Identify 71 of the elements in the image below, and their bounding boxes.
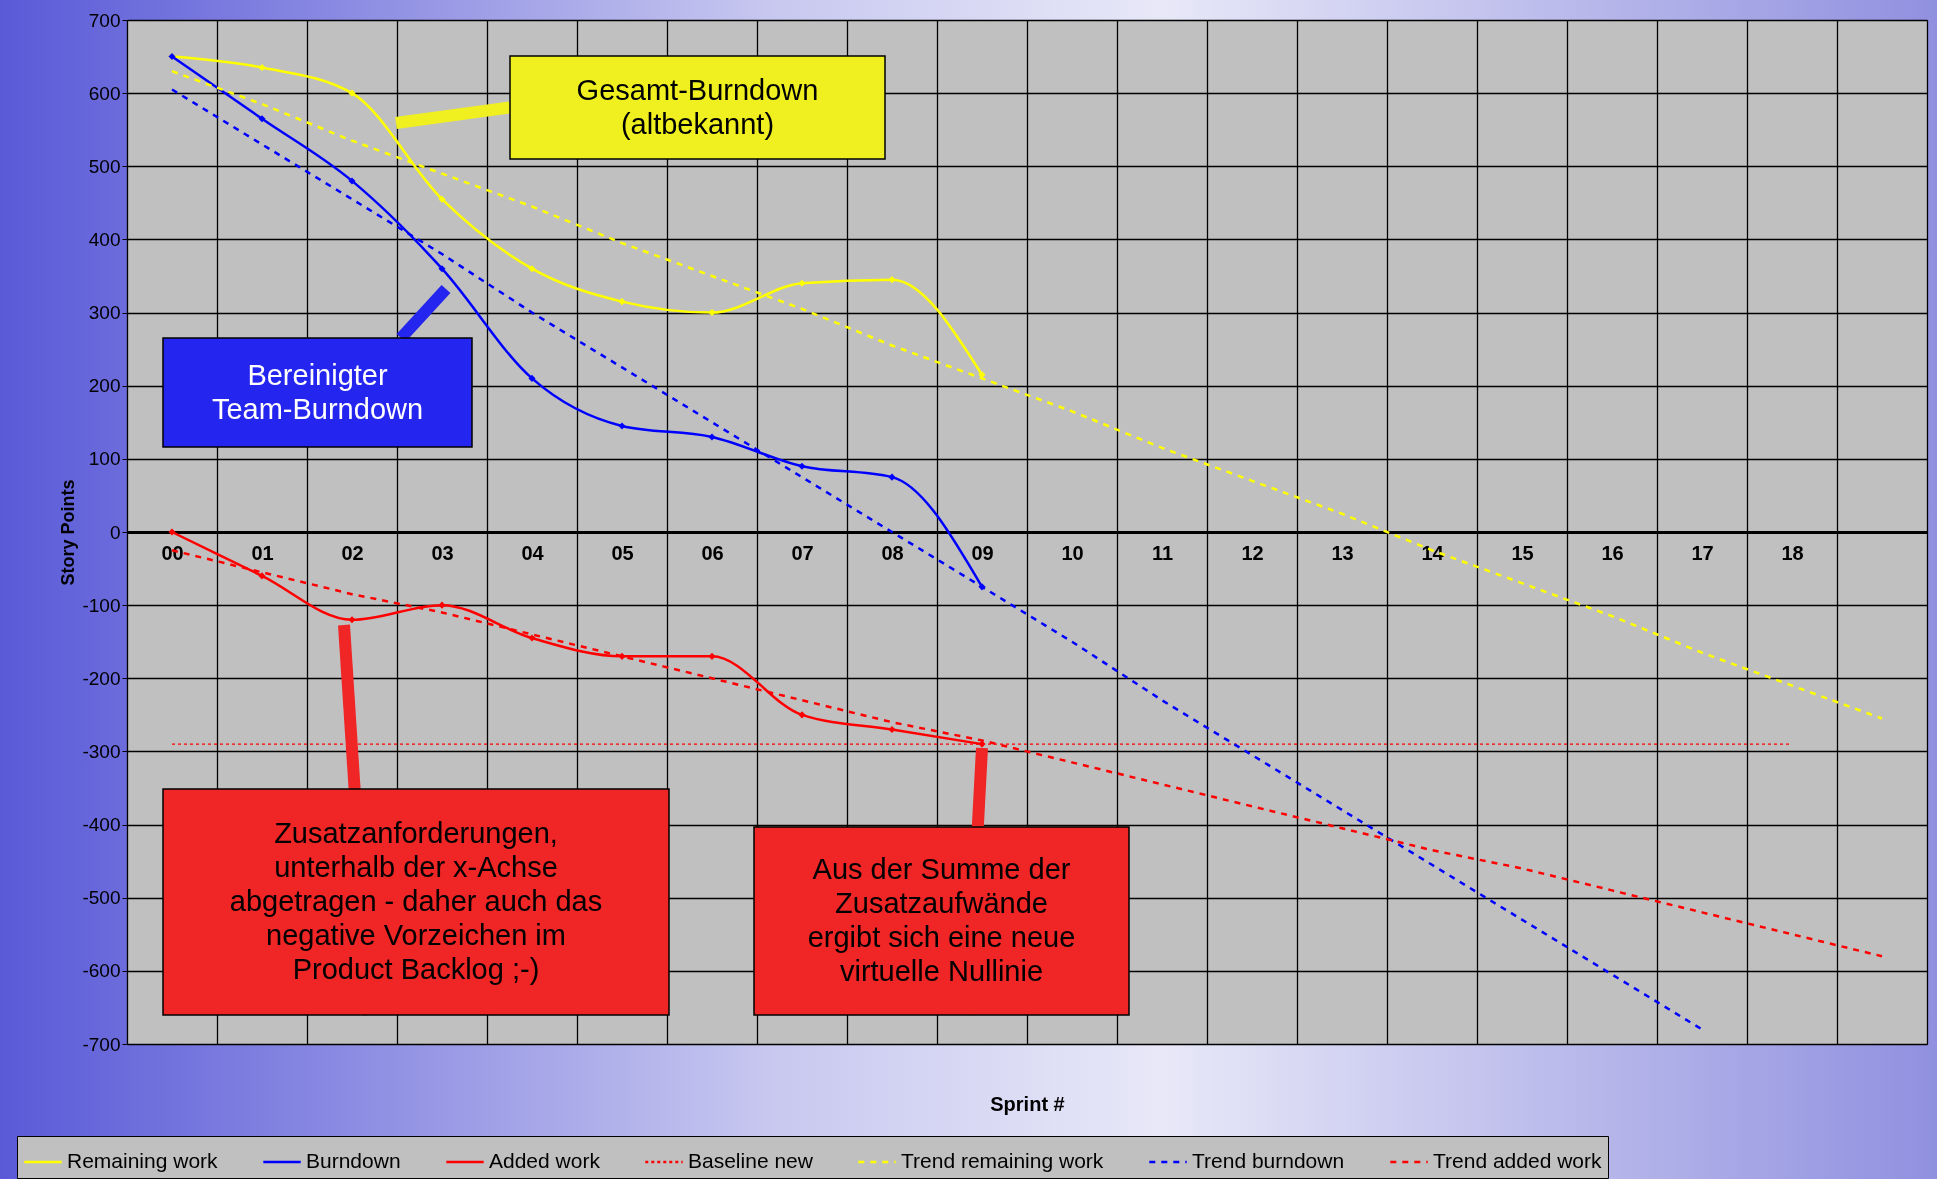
legend-label: Added work <box>489 1149 601 1172</box>
x-tick-label: 01 <box>251 541 274 564</box>
y-tick-label: -400 <box>82 814 121 836</box>
point <box>438 265 446 273</box>
y-tick-label: -500 <box>82 887 121 909</box>
annotation: Bereinigter Team-Burndown <box>211 358 424 425</box>
y-tick-label: 600 <box>88 82 121 104</box>
point <box>798 711 806 719</box>
point <box>258 115 266 123</box>
point <box>888 725 896 734</box>
point <box>888 473 896 481</box>
point <box>708 652 716 660</box>
legend-label: Trend remaining work <box>901 1149 1104 1172</box>
point <box>348 177 356 185</box>
x-tick-label: 04 <box>521 541 545 564</box>
x-tick-label: 11 <box>1151 541 1174 564</box>
legend-label: Burndown <box>306 1149 401 1172</box>
y-tick-label: -600 <box>82 960 121 982</box>
y-tick-label: 0 <box>109 521 121 543</box>
x-tick-label: 06 <box>701 541 724 564</box>
y-tick-label: 400 <box>88 228 121 250</box>
x-tick-label: 08 <box>881 541 904 564</box>
point <box>348 89 356 97</box>
point <box>798 279 806 287</box>
x-tick-label: 12 <box>1241 541 1264 564</box>
x-tick-label: 05 <box>611 541 634 564</box>
y-tick-label: 500 <box>88 155 121 177</box>
y-tick-label: 100 <box>88 448 121 470</box>
point <box>258 572 266 580</box>
x-tick-label: 16 <box>1601 541 1624 564</box>
point <box>798 462 806 470</box>
point <box>438 601 446 609</box>
y-tick-label: -300 <box>82 740 121 762</box>
y-tick-label: -200 <box>82 667 121 689</box>
x-tick-label: 18 <box>1781 541 1804 564</box>
point <box>258 64 266 72</box>
point <box>438 195 446 203</box>
y-tick-label: 200 <box>88 375 121 397</box>
legend-label: Remaining work <box>67 1149 219 1172</box>
point <box>528 265 536 273</box>
y-tick-label: 300 <box>88 302 121 324</box>
y-axis-title: Story Points <box>58 479 79 586</box>
x-tick-label: 02 <box>341 541 364 564</box>
x-tick-label: 00 <box>161 541 184 564</box>
point <box>168 528 176 536</box>
point <box>528 634 536 642</box>
annotation: Gesamt-Burndown (altbekannt) <box>576 73 819 140</box>
y-tick-label: 700 <box>88 9 121 31</box>
legend-label: Trend burndown <box>1192 1149 1345 1172</box>
x-tick-label: 15 <box>1511 541 1534 564</box>
annotation: Aus der Summe der Zusatzaufwände ergibt sich eine neue virtuelle Nullinie <box>807 853 1076 987</box>
point <box>618 422 626 430</box>
x-tick-label: 07 <box>791 541 814 564</box>
point <box>348 616 356 624</box>
legend-label: Baseline new <box>688 1149 814 1172</box>
x-tick-label: 17 <box>1691 541 1714 564</box>
annotation: Zusatzanforderungen, unterhalb der x-Achse abgetragen - daher auch das negative Vorzeichen im Product Backlog ;-) <box>229 817 603 985</box>
x-tick-label: 03 <box>431 541 454 564</box>
point <box>528 374 536 382</box>
point <box>888 276 896 284</box>
point <box>708 433 716 441</box>
x-tick-label: 13 <box>1331 541 1354 564</box>
x-tick-label: 09 <box>971 541 994 564</box>
point <box>618 298 626 306</box>
x-tick-label: 10 <box>1061 541 1084 564</box>
y-tick-label: -700 <box>82 1033 121 1055</box>
y-tick-label: -100 <box>82 594 121 616</box>
point <box>708 309 716 317</box>
x-axis-title: Sprint # <box>990 1092 1065 1115</box>
x-tick-label: 14 <box>1421 541 1445 564</box>
legend-label: Trend added work <box>1433 1149 1602 1172</box>
